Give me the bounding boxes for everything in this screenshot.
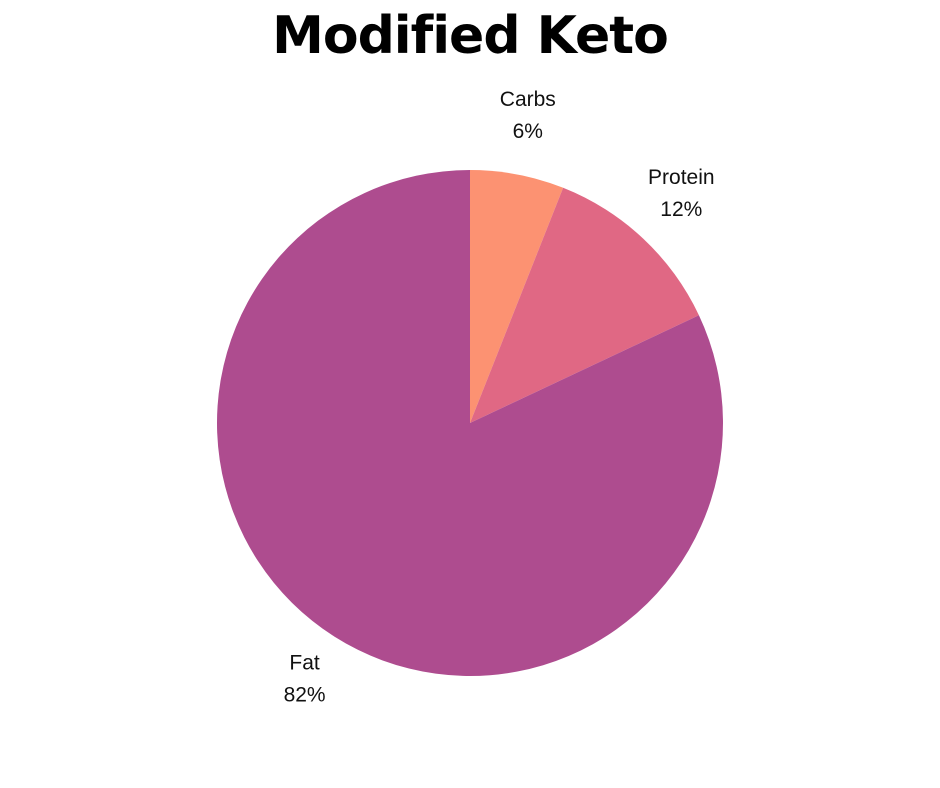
pie-slice-carbs xyxy=(470,170,564,423)
pie-slice-protein xyxy=(470,187,699,423)
slice-name-fat: Fat xyxy=(289,652,320,675)
slice-name-carbs: Carbs xyxy=(500,88,556,111)
pie-slice-fat xyxy=(216,170,723,676)
slice-label-protein: Protein 12% xyxy=(648,166,715,221)
chart-title: Modified Keto xyxy=(272,6,669,66)
slice-label-carbs: Carbs 6% xyxy=(500,88,556,143)
slice-name-protein: Protein xyxy=(648,166,715,189)
slice-value-protein: 12% xyxy=(660,198,702,221)
slice-value-carbs: 6% xyxy=(513,120,543,143)
slice-value-fat: 82% xyxy=(284,684,326,707)
slice-label-fat: Fat 82% xyxy=(284,652,326,707)
